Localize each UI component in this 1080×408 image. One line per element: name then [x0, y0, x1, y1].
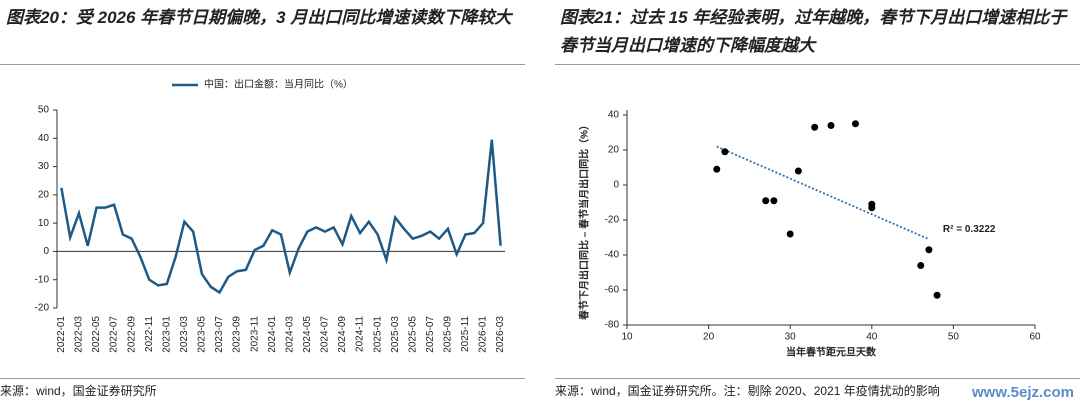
- x-tick-label: 2022-11: [144, 316, 155, 352]
- x-tick-label: 2025-01: [372, 316, 383, 353]
- y-tick-label: -80: [605, 320, 620, 331]
- y-tick-label: -20: [605, 215, 620, 226]
- x-tick-label: 2023-09: [232, 316, 243, 353]
- x-tick-label: 2024-01: [267, 316, 278, 353]
- scatter-point: [786, 230, 794, 238]
- x-tick-label: 20: [703, 332, 715, 343]
- x-tick-label: 2025-07: [425, 316, 436, 353]
- scatter-point: [868, 204, 876, 212]
- y-tick-label: 50: [38, 105, 50, 116]
- trendline: [716, 145, 930, 241]
- x-tick-label: 2023-01: [161, 316, 172, 353]
- y-tick-label: 0: [613, 180, 619, 191]
- legend-label: 中国：出口金额：当月同比（%）: [204, 78, 353, 91]
- watermark: www.5ejz.com: [972, 384, 1074, 401]
- x-tick-label: 2023-03: [179, 316, 190, 353]
- y-tick-label: -20: [35, 303, 50, 314]
- x-tick-label: 2024-07: [320, 316, 331, 353]
- chart: -20 -10 0 10 20 30 40 50 2022-01 2022-03 2022-05 20…: [35, 78, 507, 353]
- scatter-point: [794, 167, 802, 175]
- source: 来源：wind，国金证券研究所: [0, 378, 525, 408]
- scatter-point: [713, 165, 721, 173]
- x-tick-label: 2026-03: [495, 316, 506, 353]
- divider: [555, 64, 1080, 65]
- x-tick-label: 2023-05: [197, 316, 208, 353]
- y-axis-title: 春节下月出口同比 – 春节当月出口同比（%）: [578, 120, 591, 320]
- chart-title: 图表21：过去 15 年经验表明，过年越晚，春节下月出口增速相比于春节当月出口增…: [560, 8, 1067, 55]
- data-line: [60, 139, 502, 295]
- scatter-point: [770, 197, 778, 205]
- scatter-point: [925, 246, 933, 254]
- x-tick-label: 2024-09: [337, 316, 348, 353]
- scatter-point: [933, 291, 941, 299]
- annotation: R² = 0.3222: [943, 224, 996, 235]
- x-tick-label: 2024-05: [302, 316, 313, 353]
- chart: -80 -60 -40 -20 0 20 40 10 20 30 40 50 60 当年春节距元旦天数 春节…: [578, 110, 1041, 359]
- x-tick-label: 60: [1029, 332, 1041, 343]
- scatter-point: [762, 197, 770, 205]
- x-tick-label: 10: [621, 332, 633, 343]
- chart-title: 图表20：受 2026 年春节日期偏晚，3 月出口同比增速读数下降较大: [6, 8, 512, 27]
- x-tick-label: 2023-07: [214, 316, 225, 353]
- x-tick-label: 50: [948, 332, 960, 343]
- divider: [0, 64, 525, 65]
- scatter-point: [851, 120, 859, 128]
- y-tick-label: 10: [38, 218, 50, 229]
- x-tick-label: 2022-07: [109, 316, 120, 353]
- x-tick-label: 2024-03: [284, 316, 295, 353]
- scatter-point: [811, 123, 819, 131]
- x-tick-label: 2022-01: [56, 316, 67, 353]
- x-tick-label: 2022-03: [74, 316, 85, 353]
- y-tick-label: 40: [608, 110, 620, 121]
- x-tick-label: 30: [785, 332, 797, 343]
- x-tick-label: 2023-11: [249, 316, 260, 352]
- y-tick-label: 20: [608, 145, 620, 156]
- y-tick-label: -10: [35, 274, 50, 285]
- x-tick-label: 2025-11: [460, 316, 471, 352]
- x-axis-title: 当年春节距元旦天数: [786, 346, 877, 359]
- y-tick-label: 0: [43, 246, 49, 257]
- source: 来源：wind，国金证券研究所。注：剔除 2020、2021 年疫情扰动的影响: [555, 378, 1080, 408]
- x-tick-label: 2022-05: [91, 316, 102, 353]
- x-tick-label: 40: [866, 332, 878, 343]
- scatter-point: [917, 262, 925, 269]
- y-tick-label: 30: [38, 161, 50, 172]
- x-tick-label: 2026-01: [478, 316, 489, 353]
- y-tick-label: 40: [38, 133, 50, 144]
- y-tick-label: -40: [605, 250, 620, 261]
- y-tick-label: 20: [38, 189, 50, 200]
- x-tick-label: 2025-05: [407, 316, 418, 353]
- scatter-point: [827, 122, 835, 129]
- y-tick-label: -60: [605, 285, 620, 296]
- x-tick-label: 2025-03: [390, 316, 401, 353]
- x-tick-label: 2024-11: [355, 316, 366, 352]
- x-tick-label: 2025-09: [443, 316, 454, 353]
- x-tick-label: 2022-09: [126, 316, 137, 353]
- scatter-point: [721, 148, 729, 156]
